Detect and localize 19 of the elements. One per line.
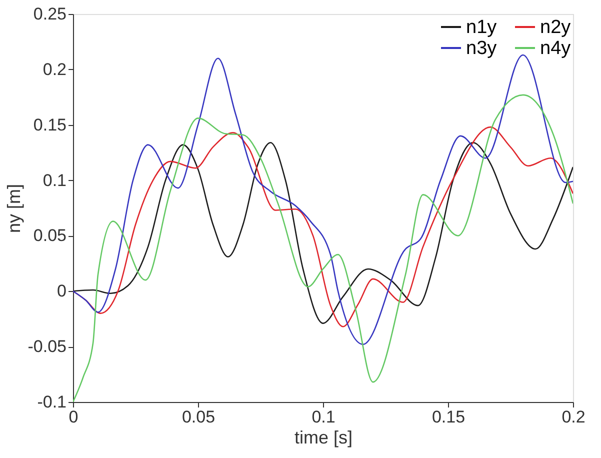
x-tick-label: 0.05 (182, 408, 216, 426)
x-axis-title: time [s] (294, 428, 353, 448)
x-tick-label: 0.15 (432, 408, 466, 426)
y-tick-label: 0.2 (42, 60, 66, 79)
x-tick-label: 0.1 (312, 408, 336, 426)
y-tick-label: -0.1 (37, 392, 66, 412)
y-tick-label: 0.15 (33, 115, 66, 134)
legend-label: n4y (540, 38, 572, 59)
y-tick-label: 0.1 (42, 170, 66, 190)
legend-label: n2y (540, 17, 572, 38)
x-tick-label: 0.2 (562, 408, 586, 426)
y-tick-label: -0.05 (28, 337, 66, 356)
y-tick-label: 0.05 (33, 226, 66, 246)
x-tick-label: 0 (68, 408, 78, 426)
y-tick-label: 0.25 (33, 4, 66, 24)
legend-label: n3y (466, 38, 498, 59)
legend-label: n1y (466, 17, 498, 38)
y-tick-label: 0 (57, 282, 66, 301)
y-axis-title: ny [m] (4, 184, 24, 234)
